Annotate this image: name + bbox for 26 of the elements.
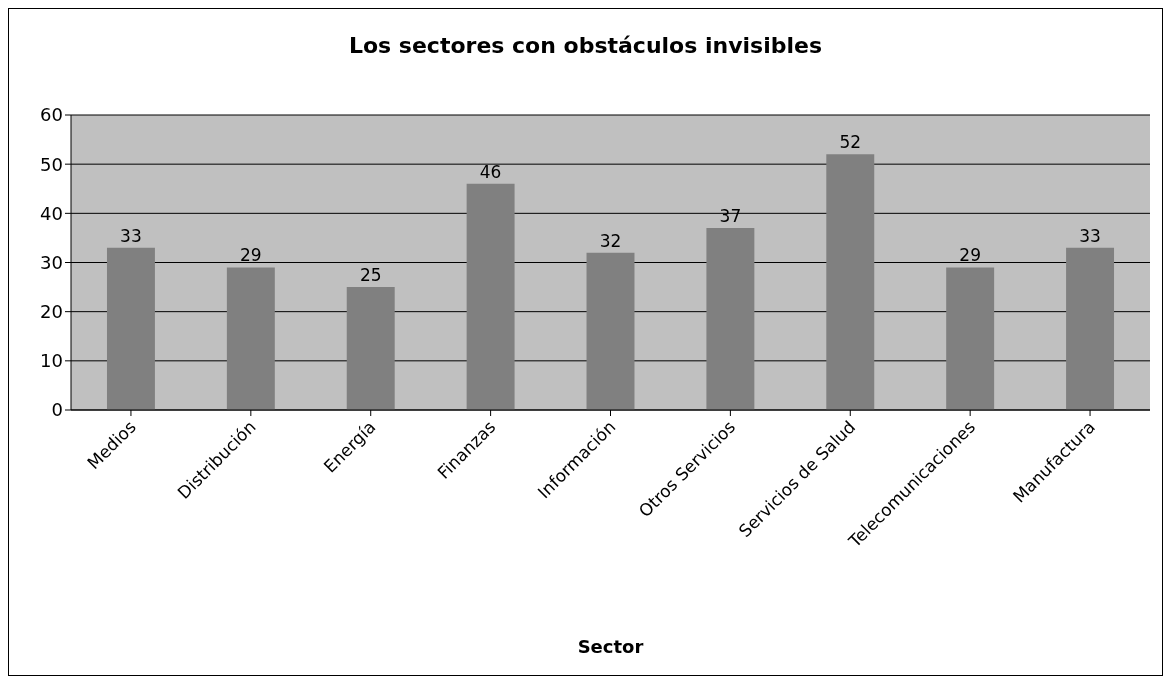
y-tick-label: 30 (40, 251, 63, 273)
bar (346, 287, 395, 410)
data-label: 33 (120, 225, 142, 246)
y-tick-label: 20 (40, 301, 63, 323)
bar (106, 247, 155, 410)
bar (226, 267, 275, 410)
bar (706, 228, 755, 410)
bar (466, 183, 515, 410)
data-label: 25 (359, 265, 382, 286)
chart-title: Los sectores con obstáculos invisibles (347, 33, 823, 58)
x-axis-title: Sector (577, 636, 644, 657)
y-tick-label: 10 (40, 350, 63, 372)
data-label: 29 (240, 245, 262, 266)
data-label: 32 (599, 230, 622, 251)
data-label: 46 (479, 161, 502, 182)
y-tick-label: 0 (51, 399, 63, 421)
data-label: 52 (839, 132, 862, 153)
data-label: 33 (1079, 225, 1101, 246)
bar (946, 267, 995, 410)
y-tick-label: 60 (40, 104, 63, 126)
y-tick-label: 40 (40, 202, 63, 224)
y-tick-label: 50 (40, 153, 63, 175)
bar (586, 252, 635, 410)
bar (1066, 247, 1115, 410)
data-label: 29 (959, 245, 981, 266)
bar (826, 154, 875, 410)
